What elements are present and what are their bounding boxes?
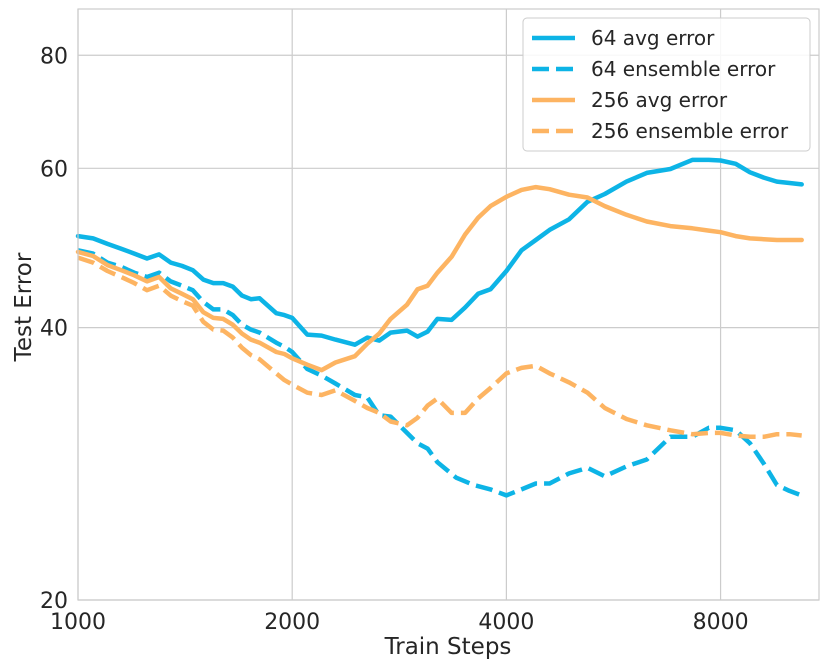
x-tick-label: 1000	[50, 610, 106, 635]
y-tick-label: 60	[40, 157, 68, 182]
legend: 64 avg error 64 ensemble error 256 avg err…	[522, 17, 811, 152]
y-tick-label: 80	[40, 44, 68, 69]
legend-label: 256 ensemble error	[591, 119, 789, 143]
y-tick-labels: 20 40 60 80	[40, 44, 68, 614]
x-tick-label: 2000	[264, 610, 320, 635]
series-line-64-avg-error	[75, 157, 804, 347]
legend-label: 256 avg error	[591, 88, 728, 112]
y-axis-label: Test Error	[11, 252, 37, 362]
x-tick-labels: 1000 2000 4000 8000	[50, 610, 749, 635]
plot-frame	[77, 8, 820, 601]
y-tick-label: 40	[40, 317, 68, 342]
series-layer	[75, 157, 804, 498]
y-tick-label: 20	[40, 589, 68, 614]
x-tick-label: 8000	[693, 610, 749, 635]
legend-label: 64 avg error	[591, 26, 715, 50]
legend-label: 64 ensemble error	[591, 57, 776, 81]
series-line-64-ensemble-error	[77, 248, 803, 498]
x-tick-label: 4000	[478, 610, 534, 635]
legend-box	[522, 17, 811, 152]
series-line-256-ensemble-error	[77, 255, 802, 440]
x-axis-label: Train Steps	[384, 634, 512, 660]
series-line-256-avg-error	[75, 184, 804, 373]
